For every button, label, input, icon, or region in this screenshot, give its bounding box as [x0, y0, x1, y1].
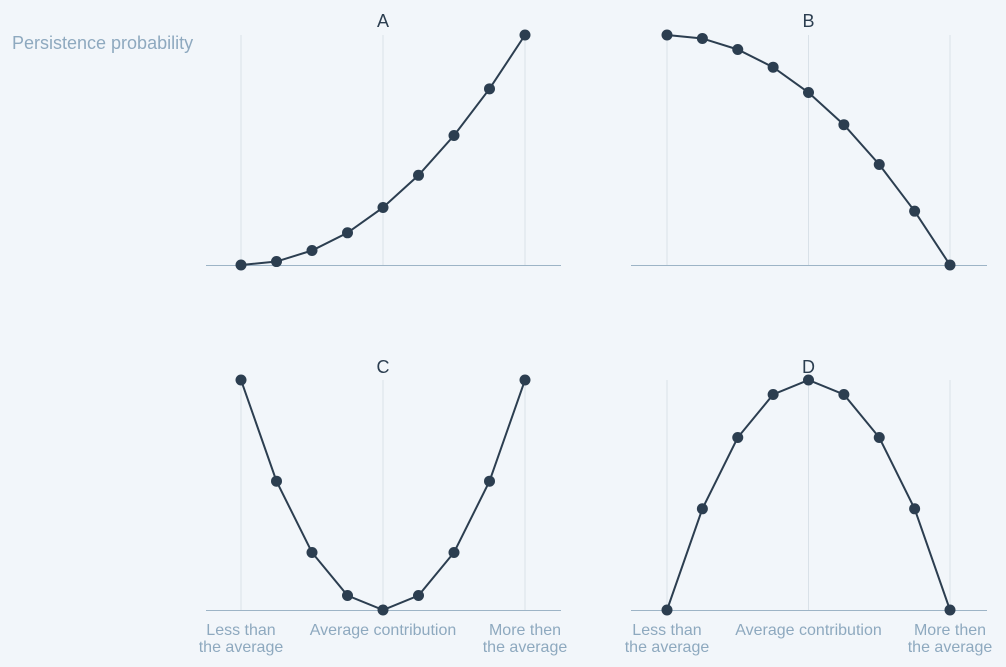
- data-point: [484, 475, 495, 487]
- data-point: [519, 374, 531, 386]
- data-point: [732, 43, 744, 55]
- panel-title: D: [802, 357, 815, 377]
- data-point: [342, 227, 353, 239]
- x-tick-label-line: Average contribution: [310, 622, 456, 639]
- y-axis-label: Persistence probability: [12, 33, 194, 53]
- data-point: [696, 503, 708, 515]
- x-tick-label-line: More then: [914, 622, 986, 639]
- x-tick-label: More then the average: [908, 622, 993, 656]
- x-tick-label-line: Average contribution: [735, 622, 881, 639]
- data-point: [661, 604, 673, 616]
- data-point: [413, 169, 424, 181]
- data-point: [271, 475, 282, 487]
- x-tick-label-line: the average: [483, 639, 568, 656]
- data-point: [448, 130, 460, 142]
- data-point: [342, 590, 353, 602]
- x-tick-label-line: the average: [199, 639, 284, 656]
- data-point: [271, 256, 282, 268]
- x-tick-label: Less than the average: [625, 622, 710, 656]
- x-tick-label-line: Less than: [206, 622, 275, 639]
- x-tick-label-line: the average: [625, 639, 710, 656]
- x-tick-label: Average contribution: [310, 622, 456, 639]
- data-point: [235, 374, 247, 386]
- data-point: [306, 547, 318, 558]
- data-point: [838, 119, 850, 131]
- panel-title: B: [802, 11, 814, 31]
- x-tick-label-line: More then: [489, 622, 561, 639]
- data-point: [838, 388, 850, 400]
- data-point: [235, 259, 247, 271]
- data-point: [909, 503, 921, 515]
- data-point: [767, 388, 779, 400]
- data-point: [448, 547, 460, 558]
- data-point: [413, 590, 424, 602]
- data-point: [803, 87, 814, 98]
- x-tick-label: More then the average: [483, 622, 568, 656]
- panel-b: B: [631, 11, 987, 271]
- x-tick-label-line: Less than: [632, 622, 701, 639]
- data-point: [767, 61, 779, 73]
- x-tick-label-line: the average: [908, 639, 993, 656]
- data-point: [519, 29, 531, 41]
- data-point: [696, 32, 708, 44]
- data-point: [661, 29, 673, 41]
- data-point: [803, 374, 814, 386]
- data-point: [873, 432, 885, 443]
- data-point: [484, 83, 495, 95]
- x-tick-label: Less than the average: [199, 622, 284, 656]
- data-point: [944, 259, 956, 271]
- panel-title: A: [377, 11, 389, 31]
- data-point: [909, 205, 921, 217]
- data-point: [377, 604, 389, 616]
- panel-title: C: [377, 357, 390, 377]
- panel-a: A: [206, 11, 561, 271]
- x-tick-label: Average contribution: [735, 622, 881, 639]
- data-point: [377, 202, 389, 213]
- data-point: [306, 245, 318, 257]
- data-point: [944, 604, 956, 616]
- data-point: [873, 158, 885, 170]
- data-point: [732, 432, 744, 443]
